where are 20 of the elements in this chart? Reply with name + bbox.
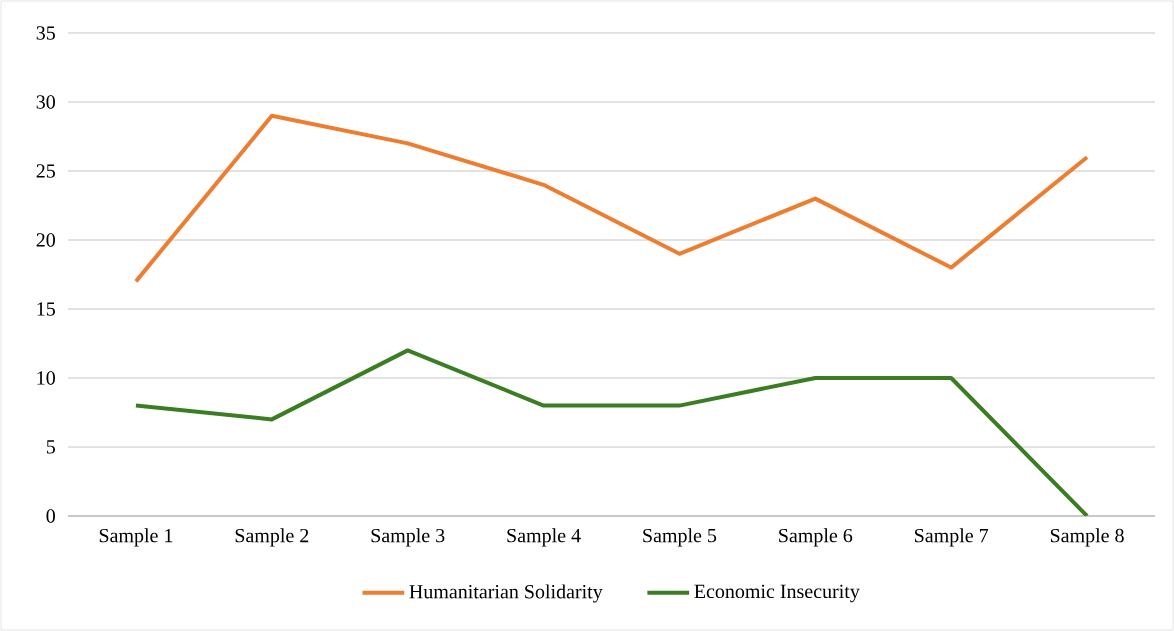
y-tick-label: 20 [36,233,55,247]
x-tick-label: Sample 6 [779,528,853,547]
y-tick-label: 0 [46,509,55,523]
y-tick-label: 25 [36,164,55,178]
y-tick-label: 15 [37,302,55,316]
x-tick-label: Sample 3 [371,528,445,547]
legend-label: Humanitarian Solidarity [409,584,603,603]
x-tick-label: Sample 2 [235,528,309,547]
x-tick-label: Sample 5 [643,528,717,547]
y-tick-label: 35 [36,26,55,40]
legend-label: Economic Insecurity [694,584,860,603]
x-tick-label: Sample 8 [1050,528,1124,547]
y-tick-label: 10 [37,371,55,385]
line-series [133,113,1090,284]
x-tick-label: Sample 1 [99,528,173,547]
x-tick-label: Sample 7 [915,528,989,547]
y-tick-label: 5 [46,440,55,454]
line-series [133,348,1090,516]
y-tick-label: 30 [36,95,55,109]
x-tick-label: Sample 4 [507,528,581,547]
